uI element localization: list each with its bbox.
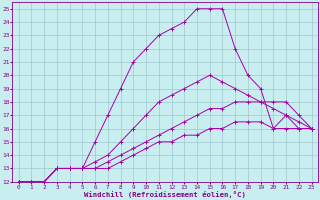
X-axis label: Windchill (Refroidissement éolien,°C): Windchill (Refroidissement éolien,°C) xyxy=(84,191,246,198)
